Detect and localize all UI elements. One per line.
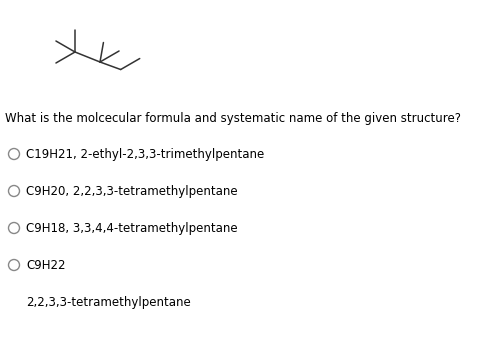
Text: C9H20, 2,2,3,3-tetramethylpentane: C9H20, 2,2,3,3-tetramethylpentane	[26, 185, 238, 198]
Text: What is the molcecular formula and systematic name of the given structure?: What is the molcecular formula and syste…	[5, 112, 461, 125]
Text: C9H18, 3,3,4,4-tetramethylpentane: C9H18, 3,3,4,4-tetramethylpentane	[26, 222, 238, 235]
Text: 2,2,3,3-tetramethylpentane: 2,2,3,3-tetramethylpentane	[26, 296, 191, 309]
Text: C9H22: C9H22	[26, 259, 65, 272]
Text: C19H21, 2-ethyl-2,3,3-trimethylpentane: C19H21, 2-ethyl-2,3,3-trimethylpentane	[26, 148, 264, 161]
